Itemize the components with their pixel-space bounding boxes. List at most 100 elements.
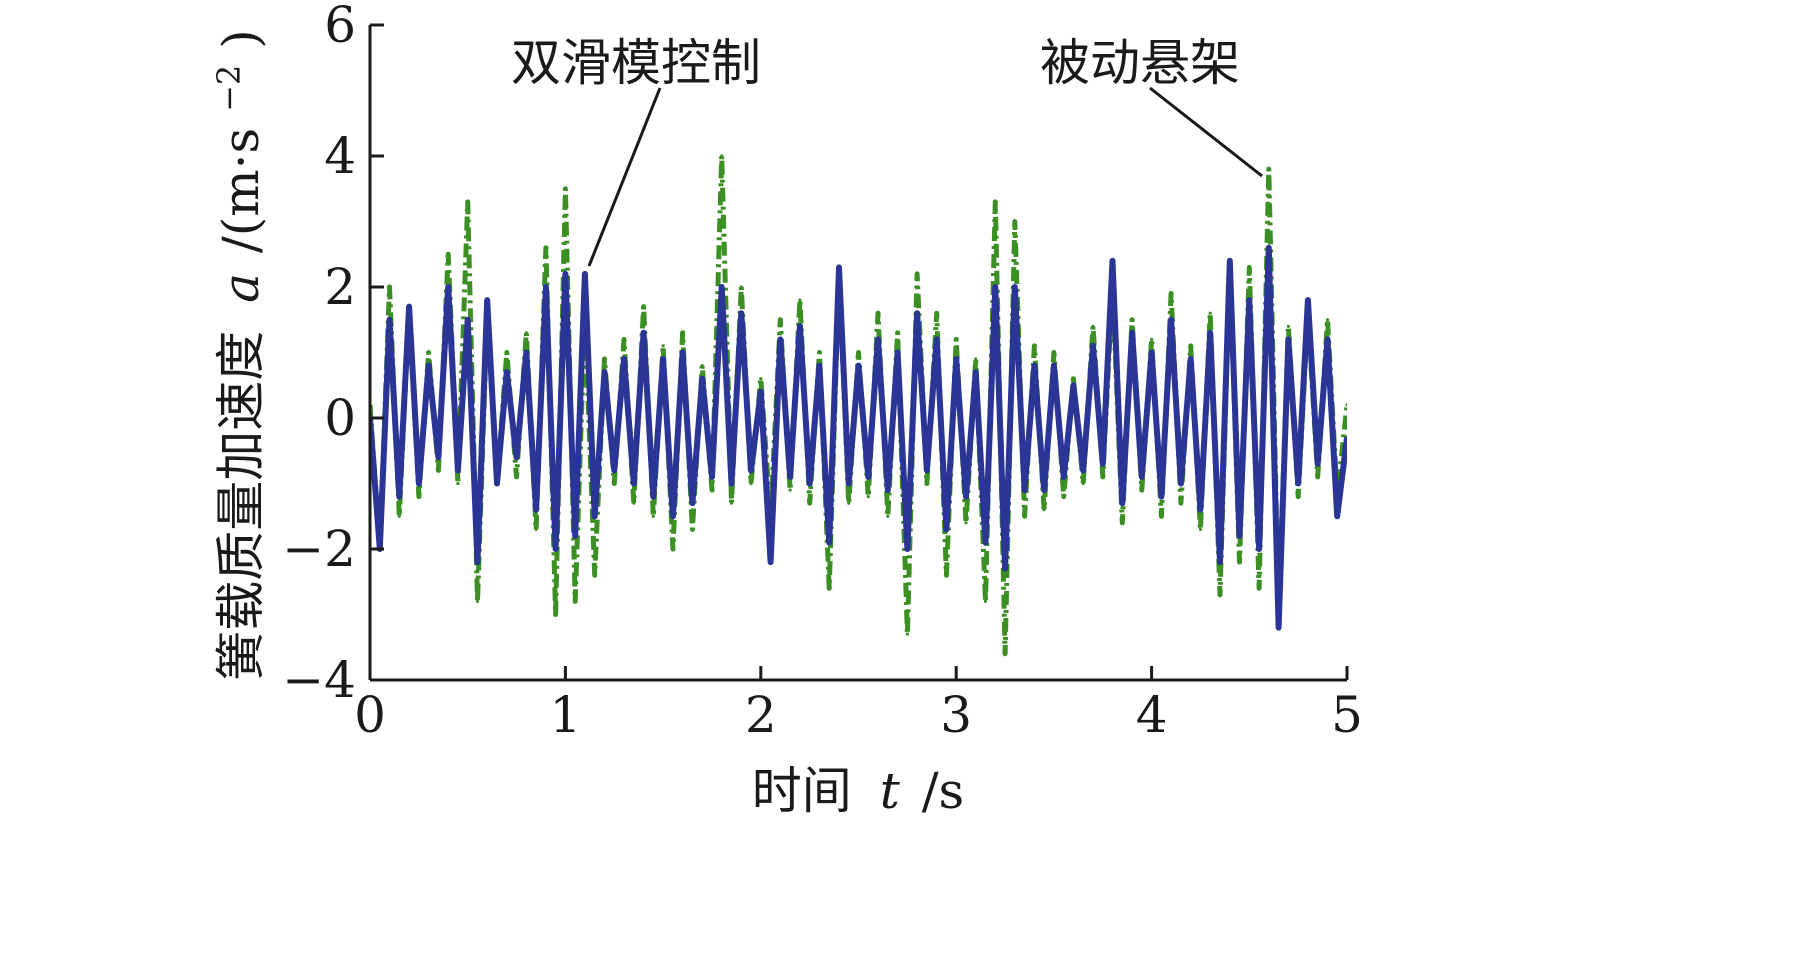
series-point: [387, 285, 392, 289]
series-point: [1169, 291, 1173, 296]
series-point: [466, 318, 470, 322]
annotation-label-passive: 被动悬架: [1040, 34, 1240, 92]
series-point: [1003, 652, 1007, 656]
series-point: [612, 468, 616, 472]
series-point: [554, 612, 558, 617]
series-point: [573, 534, 577, 538]
series-point: [915, 272, 919, 276]
series-point: [1208, 331, 1212, 335]
series-point: [749, 481, 753, 486]
series-point: [1003, 567, 1007, 571]
series-point: [1023, 514, 1027, 518]
series-point: [837, 265, 841, 269]
series-point: [1013, 285, 1017, 289]
series-point: [1062, 495, 1066, 499]
series-point: [866, 495, 870, 499]
x-tick-label: 1: [549, 686, 581, 744]
x-axis-title-unit: /s: [922, 762, 965, 820]
series-point: [485, 298, 489, 302]
series-point: [397, 514, 401, 518]
y-tick-label: −4: [282, 651, 356, 709]
series-point: [1150, 337, 1154, 341]
series-point: [671, 514, 675, 518]
series-point: [1189, 344, 1193, 348]
series-point: [1101, 462, 1105, 466]
series-point: [642, 305, 646, 309]
series-point: [602, 370, 607, 374]
series-point: [534, 508, 538, 512]
series-point: [896, 331, 900, 335]
series-point: [759, 377, 763, 381]
series-point: [1247, 298, 1251, 302]
series-point: [456, 481, 460, 486]
series-point: [407, 305, 411, 309]
series-point: [681, 331, 685, 335]
series-point: [446, 252, 450, 256]
series-point: [661, 357, 665, 361]
series-point: [993, 285, 997, 289]
series-point: [778, 318, 782, 322]
series-point: [1032, 344, 1036, 348]
series-point: [573, 599, 577, 604]
series-point: [1257, 547, 1261, 551]
series-point: [583, 272, 587, 276]
y-tick-label: 6: [324, 0, 356, 54]
series-point: [1169, 318, 1173, 322]
series-point: [1159, 495, 1163, 499]
series-point: [593, 514, 597, 518]
series-point: [808, 501, 812, 505]
series-point: [808, 481, 812, 486]
series-point: [1237, 534, 1242, 538]
axes: [368, 25, 1347, 682]
series-point: [514, 455, 519, 459]
series-point: [1110, 259, 1115, 263]
y-axis-title-exp: −2: [210, 65, 248, 112]
y-tick-label: 0: [324, 389, 356, 447]
series-point: [475, 599, 480, 604]
series-point: [514, 475, 519, 479]
series-point: [778, 337, 782, 341]
series-point: [1159, 514, 1163, 518]
series-point: [622, 357, 626, 361]
series-1: [370, 244, 1347, 631]
annotation-leader-passive: [1149, 86, 1263, 178]
series-point: [700, 364, 704, 368]
series-point: [1247, 265, 1251, 269]
series-point: [651, 514, 655, 518]
series-point: [876, 311, 880, 315]
series-point: [1306, 298, 1310, 302]
series-point: [925, 468, 929, 472]
series-point: [1277, 626, 1281, 630]
series-point: [417, 481, 421, 486]
series-point: [436, 468, 440, 472]
series-point: [817, 350, 822, 355]
series-0: [370, 153, 1347, 657]
series-point: [1140, 488, 1144, 492]
series-point: [387, 318, 392, 322]
series-point: [1120, 521, 1124, 525]
series-point: [1130, 318, 1134, 322]
series-point: [720, 154, 724, 158]
series-point: [1198, 527, 1202, 532]
series-point: [1042, 488, 1046, 492]
series-point: [397, 495, 401, 499]
series-point: [729, 501, 734, 505]
x-axis-title-var: t: [880, 762, 901, 820]
series-point: [856, 350, 861, 355]
series-point: [935, 337, 939, 341]
series-point: [710, 488, 714, 492]
series-point: [964, 521, 968, 525]
series-point: [925, 481, 929, 486]
series-point: [1081, 481, 1085, 486]
series-line: [370, 244, 1347, 631]
series-point: [632, 501, 636, 505]
series-point: [1325, 337, 1330, 341]
x-ticks: 0 1 2 3 4 5: [354, 666, 1363, 744]
series-point: [690, 527, 695, 532]
series-point: [886, 488, 890, 492]
series-point: [954, 337, 958, 341]
series-point: [544, 246, 548, 250]
x-axis-title-prefix: 时间: [752, 762, 852, 820]
series-point: [544, 285, 548, 289]
